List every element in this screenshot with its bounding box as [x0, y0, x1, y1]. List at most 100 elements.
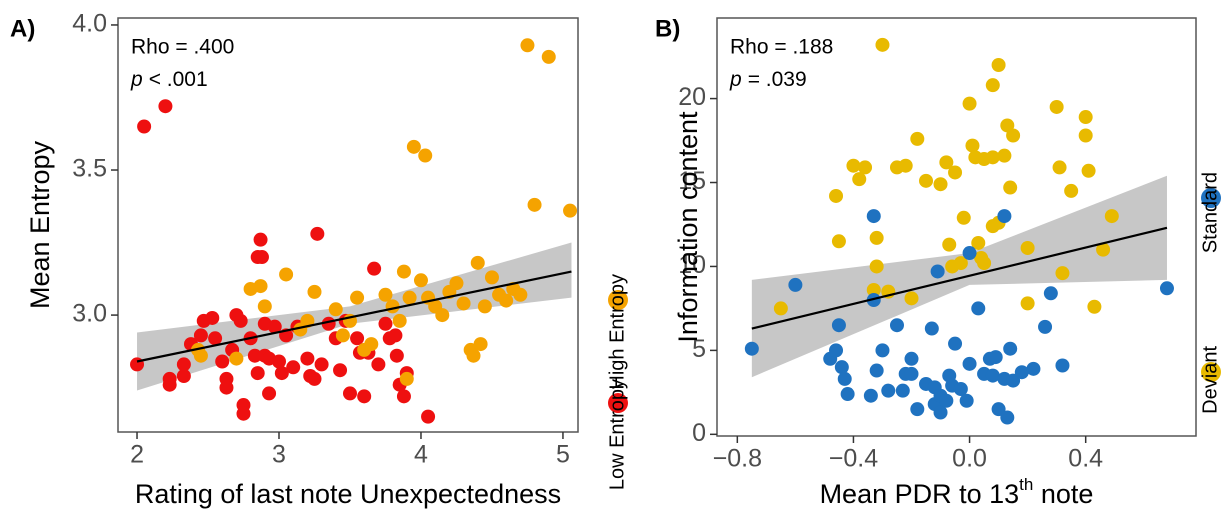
- point: [421, 409, 436, 424]
- point: [863, 388, 878, 403]
- point: [962, 96, 977, 111]
- y-tick-label: 15: [678, 167, 706, 195]
- x-tick-label: 0.0: [952, 445, 987, 473]
- point: [834, 360, 849, 375]
- point: [1038, 319, 1053, 334]
- point: [919, 173, 934, 188]
- point: [385, 299, 400, 314]
- point: [236, 406, 251, 421]
- point: [371, 357, 386, 372]
- point: [435, 308, 450, 323]
- point: [378, 316, 393, 331]
- legend-label: Low Entropy: [606, 379, 628, 490]
- point: [869, 230, 884, 245]
- x-tick-label: 4: [414, 441, 428, 469]
- point: [314, 357, 329, 372]
- point: [286, 360, 301, 375]
- point: [272, 354, 286, 369]
- point: [829, 188, 844, 203]
- point: [333, 363, 348, 378]
- point: [193, 348, 208, 363]
- point: [829, 343, 844, 358]
- point: [262, 386, 277, 401]
- point: [250, 366, 265, 381]
- point: [948, 336, 963, 351]
- point: [933, 405, 948, 420]
- point: [962, 246, 977, 261]
- point: [1000, 410, 1015, 425]
- point: [310, 226, 325, 241]
- x-axis-title-sup: th: [1019, 475, 1033, 494]
- point: [985, 150, 1000, 165]
- point: [215, 354, 230, 369]
- point: [744, 341, 759, 356]
- point: [253, 232, 268, 247]
- point: [875, 343, 890, 358]
- point: [396, 389, 411, 404]
- point: [904, 351, 919, 366]
- point: [1055, 358, 1070, 373]
- point: [898, 158, 913, 173]
- point: [279, 267, 294, 282]
- point: [991, 402, 1006, 417]
- point: [350, 331, 365, 346]
- point: [399, 371, 414, 386]
- point: [205, 310, 220, 325]
- point: [962, 356, 977, 371]
- point: [852, 172, 867, 187]
- x-tick-label: 5: [556, 441, 570, 469]
- x-axis-title: Rating of last note Unexpectedness: [135, 479, 561, 509]
- point: [788, 277, 803, 292]
- point: [971, 301, 986, 316]
- plot-frame: [117, 17, 579, 433]
- point: [895, 383, 910, 398]
- plot-frame: [716, 17, 1197, 437]
- panel: 2 3 4 5 3.0 3.5 4.0 A) Mean Entropy Rating of las…: [10, 10, 628, 510]
- point: [1020, 296, 1035, 311]
- point: [933, 177, 948, 192]
- point: [392, 313, 407, 328]
- point: [956, 210, 971, 225]
- point: [1081, 163, 1096, 178]
- point: [1014, 365, 1029, 380]
- point: [456, 296, 471, 311]
- point: [527, 197, 542, 212]
- point: [357, 389, 372, 404]
- y-axis-title: Mean Entropy: [25, 140, 55, 309]
- point: [945, 259, 960, 274]
- point: [229, 351, 244, 366]
- point: [253, 279, 268, 294]
- point: [193, 328, 208, 343]
- point: [959, 393, 974, 408]
- panel-label: A): [10, 15, 35, 42]
- point: [840, 387, 855, 402]
- x-tick-label: 3: [272, 441, 286, 469]
- legend-swatch: [608, 393, 628, 413]
- point: [1049, 99, 1064, 114]
- x-tick-label: −0.8: [713, 445, 762, 473]
- point: [997, 148, 1012, 163]
- point: [267, 319, 282, 334]
- x-tick-label: 0.4: [1068, 445, 1103, 473]
- point: [910, 131, 925, 146]
- legend-swatch: [1201, 188, 1221, 208]
- point: [939, 393, 954, 408]
- point: [948, 165, 963, 180]
- point: [985, 368, 1000, 383]
- point: [974, 251, 989, 266]
- point: [869, 259, 884, 274]
- legend-swatch: [1201, 362, 1221, 382]
- point: [1078, 110, 1093, 125]
- point: [477, 299, 492, 314]
- point: [396, 264, 411, 279]
- point: [406, 139, 421, 154]
- point: [470, 255, 485, 270]
- point: [1026, 361, 1041, 376]
- x-axis-title-text: Rating of last note Unexpectedness: [135, 479, 561, 509]
- y-tick-label: 4.0: [72, 10, 107, 38]
- point: [997, 209, 1012, 224]
- x-axis-title: Mean PDR to 13th note: [820, 475, 1094, 509]
- point: [846, 158, 861, 173]
- point: [307, 371, 322, 386]
